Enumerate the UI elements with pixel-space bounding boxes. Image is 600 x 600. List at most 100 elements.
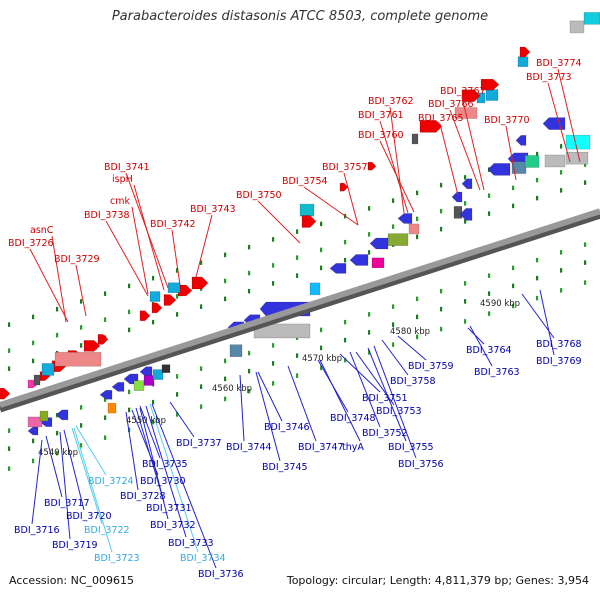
leader-line <box>105 220 149 297</box>
reverse-gene-arrow <box>461 178 473 190</box>
position-tick-label: 4540 kbp <box>38 448 78 458</box>
gene-block <box>299 203 315 217</box>
track-tick-mark <box>560 188 563 193</box>
track-tick-mark <box>128 283 131 289</box>
track-tick-mark <box>80 325 83 330</box>
forward-gene-arrow <box>367 161 377 171</box>
leader-line <box>317 359 349 413</box>
gene-label-forward: BDI_3761 <box>358 110 404 121</box>
gene-label-reverse: BDI_3724 <box>88 476 134 487</box>
gene-label-reverse: BDI_3758 <box>390 376 436 387</box>
gene-block <box>485 89 499 101</box>
track-tick-mark <box>224 358 227 364</box>
gene-label-reverse: BDI_3769 <box>536 356 582 367</box>
reverse-gene-arrow <box>139 366 153 378</box>
gene-label-reverse: BDI_3759 <box>408 361 454 372</box>
track-tick-mark <box>584 280 587 285</box>
forward-gene-arrow <box>139 310 151 322</box>
gene-label-forward: BDI_3754 <box>282 176 328 187</box>
leader-line <box>319 359 361 442</box>
gene-label-forward: BDI_3774 <box>536 58 582 69</box>
gene-label-reverse: BDI_3728 <box>120 491 166 502</box>
forward-gene-arrow <box>480 78 500 91</box>
leader-line <box>73 427 113 553</box>
gene-block <box>511 161 527 174</box>
track-tick-mark <box>176 392 179 397</box>
track-tick-mark <box>176 312 179 317</box>
track-tick-mark <box>104 435 107 440</box>
track-tick-mark <box>32 340 35 346</box>
reverse-gene-arrow <box>397 213 413 224</box>
reverse-gene-arrow <box>99 389 113 400</box>
gene-label-forward: BDI_3757 <box>322 162 368 173</box>
forward-gene-arrow <box>83 340 101 352</box>
track-tick-mark <box>416 314 419 320</box>
gene-block <box>167 282 181 294</box>
track-tick-mark <box>536 151 539 157</box>
gene-label-reverse: BDI_3719 <box>52 540 98 551</box>
gene-label-reverse: BDI_3744 <box>226 442 272 453</box>
track-tick-mark <box>488 291 491 296</box>
reverse-gene-arrow <box>369 237 389 250</box>
track-tick-mark <box>128 309 131 315</box>
track-tick-mark <box>80 443 83 448</box>
track-tick-mark <box>464 281 467 286</box>
track-tick-mark <box>296 273 299 278</box>
gene-label-reverse: BDI_3763 <box>474 367 520 378</box>
track-tick-mark <box>344 357 347 363</box>
track-tick-mark <box>272 343 275 348</box>
gene-label-forward: BDI_3743 <box>190 204 236 215</box>
track-tick-mark <box>464 319 467 324</box>
gene-block <box>39 410 49 422</box>
leader-line <box>449 109 481 191</box>
track-tick-mark <box>464 201 467 206</box>
gene-block <box>149 291 161 302</box>
leader-line <box>59 431 71 540</box>
gene-label-reverse: BDI_3732 <box>150 520 196 531</box>
leader-line <box>75 264 87 317</box>
track-tick-mark <box>392 322 395 327</box>
gene-block <box>524 155 540 168</box>
page-title: Parabacteroides distasonis ATCC 8503, co… <box>111 9 489 24</box>
gene-label-forward: BDI_3773 <box>526 72 572 83</box>
leader-line <box>349 351 381 428</box>
gene-block <box>408 223 420 235</box>
track-tick-mark <box>584 162 587 167</box>
track-tick-mark <box>560 288 563 293</box>
leader-line <box>339 353 381 393</box>
forward-gene-arrow <box>419 120 443 133</box>
leader-line <box>257 371 283 422</box>
track-tick-mark <box>200 260 203 265</box>
track-tick-mark <box>224 278 227 284</box>
track-tick-mark <box>488 193 491 198</box>
leader-line <box>149 403 199 553</box>
leader-line <box>239 374 245 442</box>
gene-label-reverse: BDI_3752 <box>362 428 408 439</box>
track-tick-mark <box>224 376 227 382</box>
leader-line <box>439 123 459 196</box>
gene-label-reverse: BDI_3753 <box>376 406 422 417</box>
track-tick-mark <box>272 263 275 268</box>
track-tick-mark <box>296 353 299 358</box>
track-tick-mark <box>272 281 275 286</box>
track-tick-mark <box>8 428 11 433</box>
gene-label-forward: BDI_3765 <box>418 113 464 124</box>
gene-block <box>161 364 171 373</box>
track-tick-mark <box>392 198 395 203</box>
track-tick-mark <box>8 322 11 327</box>
track-tick-mark <box>368 206 371 211</box>
gene-label-forward: BDI_3770 <box>484 115 530 126</box>
gene-label-reverse: BDI_3747 <box>298 442 344 453</box>
track-tick-mark <box>560 170 563 175</box>
reverse-gene-arrow <box>111 382 125 392</box>
track-tick-mark <box>536 275 539 281</box>
track-tick-mark <box>584 180 587 185</box>
track-tick-mark <box>248 244 251 250</box>
tick-marks <box>8 136 587 471</box>
track-tick-mark <box>200 304 203 309</box>
leader-line <box>467 327 485 345</box>
track-tick-mark <box>584 242 587 247</box>
track-tick-mark <box>440 288 443 294</box>
track-tick-mark <box>368 250 371 255</box>
track-tick-mark <box>152 419 155 425</box>
